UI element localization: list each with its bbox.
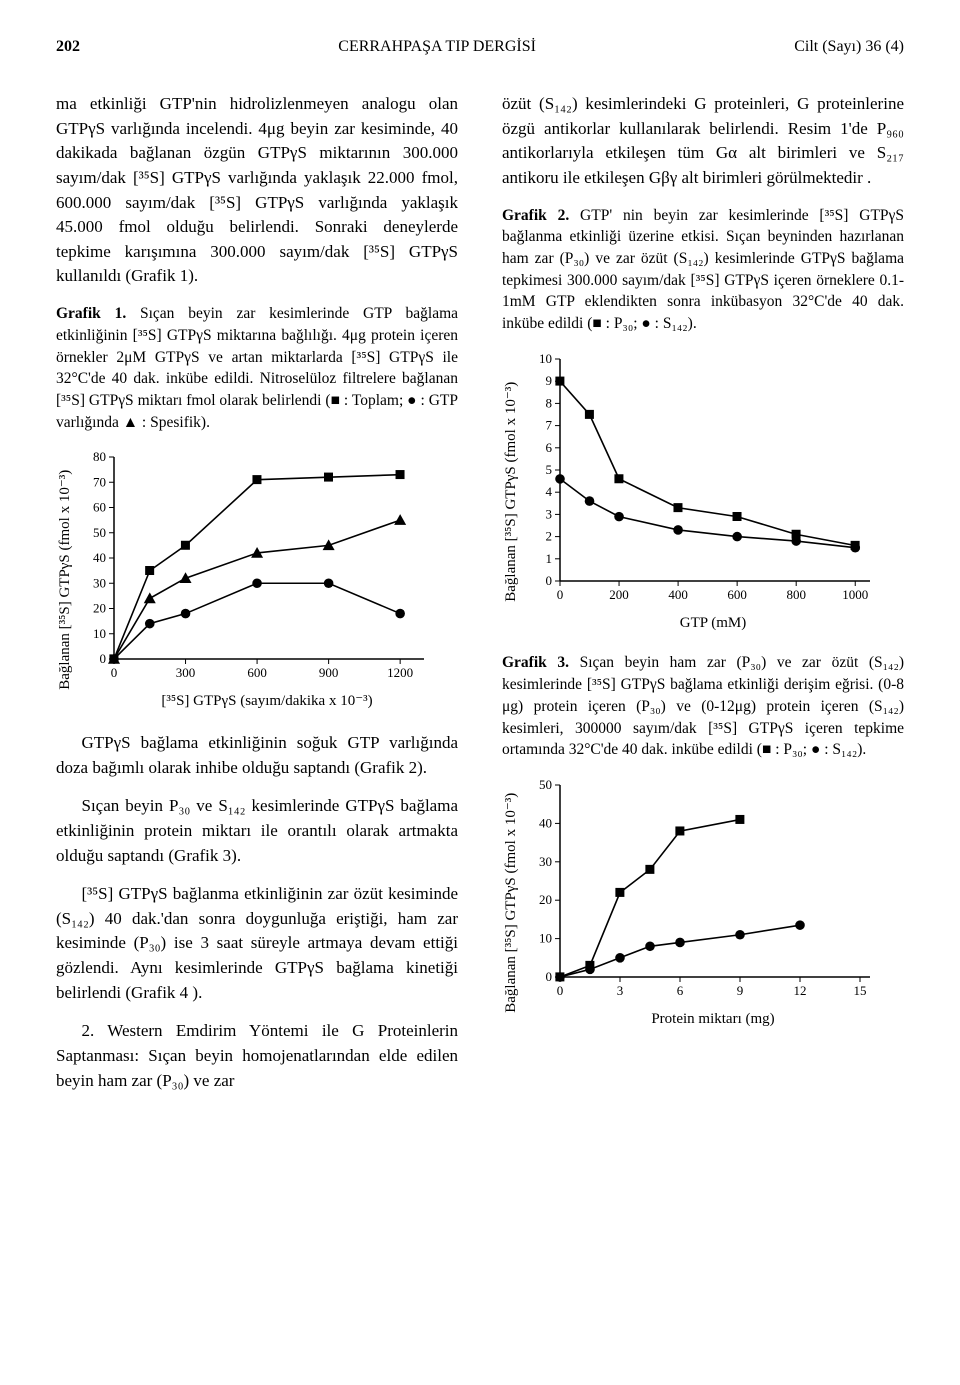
svg-text:12: 12: [794, 983, 807, 998]
svg-text:6: 6: [677, 983, 684, 998]
svg-text:7: 7: [546, 417, 553, 432]
two-column-layout: ma etkinliği GTP'nin hidrolizlenmeyen an…: [56, 92, 904, 1107]
svg-text:0: 0: [111, 665, 118, 680]
svg-text:900: 900: [319, 665, 339, 680]
left-column: ma etkinliği GTP'nin hidrolizlenmeyen an…: [56, 92, 458, 1107]
svg-text:0: 0: [546, 573, 553, 588]
svg-text:1: 1: [546, 550, 553, 565]
svg-text:70: 70: [93, 475, 106, 490]
svg-text:2: 2: [546, 528, 553, 543]
svg-text:0: 0: [557, 983, 564, 998]
left-para-1: ma etkinliği GTP'nin hidrolizlenmeyen an…: [56, 92, 458, 289]
grafik1-chart: Bağlanan [³⁵S] GTPγS (fmol x 10⁻³) 0 10 20…: [56, 447, 458, 713]
grafik3-caption: Grafik 3. Sıçan beyin ham zar (P₃₀) ve z…: [502, 652, 904, 760]
svg-text:6: 6: [546, 439, 553, 454]
right-column: özüt (S₁₄₂) kesimlerindeki G proteinleri…: [502, 92, 904, 1107]
grafik2-chart: Bağlanan [³⁵S] GTPγS (fmol x 10⁻³) 0 1 2 3 4…: [502, 349, 904, 635]
grafik1-caption: Grafik 1. Sıçan beyin zar kesimlerinde G…: [56, 303, 458, 433]
grafik2-xlabel: GTP (mM): [522, 613, 904, 635]
svg-text:50: 50: [539, 777, 552, 792]
page: 202 CERRAHPAŞA TIP DERGİSİ Cilt (Sayı) 3…: [0, 0, 960, 1147]
svg-text:8: 8: [546, 395, 553, 410]
svg-text:80: 80: [93, 449, 106, 464]
grafik3-xlabel: Protein miktarı (mg): [522, 1009, 904, 1031]
grafik3-chart: Bağlanan [³⁵S] GTPγS (fmol x 10⁻³) 0 10 20…: [502, 775, 904, 1031]
svg-text:40: 40: [93, 550, 106, 565]
svg-text:10: 10: [539, 351, 552, 366]
left-para-2: GTPγS bağlama etkinliğinin soğuk GTP var…: [56, 731, 458, 780]
svg-text:400: 400: [668, 587, 688, 602]
grafik3-svg: 0 10 20 30 40 50 0 3 6 9 12 15: [522, 775, 882, 1005]
svg-text:4: 4: [546, 484, 553, 499]
svg-text:600: 600: [247, 665, 266, 680]
grafik2-svg: 0 1 2 3 4 5 6 7 8 9 10 0 200 400 600 800 1000: [522, 349, 882, 609]
svg-text:9: 9: [737, 983, 744, 998]
svg-text:600: 600: [727, 587, 747, 602]
grafik3-ylabel: Bağlanan [³⁵S] GTPγS (fmol x 10⁻³): [502, 775, 522, 1031]
svg-text:20: 20: [539, 892, 552, 907]
grafik1-xlabel: [³⁵S] GTPγS (sayım/dakika x 10⁻³): [76, 691, 458, 713]
svg-text:40: 40: [539, 815, 552, 830]
grafik2-caption-text: GTP' nin beyin zar kesimlerinde [³⁵S] GT…: [502, 207, 904, 332]
svg-text:0: 0: [557, 587, 564, 602]
grafik2-ylabel: Bağlanan [³⁵S] GTPγS (fmol x 10⁻³): [502, 349, 522, 635]
left-para-3: Sıçan beyin P₃₀ ve S₁₄₂ kesimlerinde GTP…: [56, 794, 458, 868]
svg-text:1000: 1000: [842, 587, 868, 602]
svg-text:0: 0: [546, 969, 553, 984]
svg-text:800: 800: [786, 587, 806, 602]
svg-text:50: 50: [93, 525, 106, 540]
svg-text:5: 5: [546, 462, 553, 477]
svg-text:3: 3: [617, 983, 624, 998]
page-header: 202 CERRAHPAŞA TIP DERGİSİ Cilt (Sayı) 3…: [56, 38, 904, 56]
grafik1-caption-text: Sıçan beyin zar kesimlerinde GTP bağlama…: [56, 305, 458, 430]
grafik2-caption: Grafik 2. GTP' nin beyin zar kesimlerind…: [502, 205, 904, 335]
svg-text:15: 15: [854, 983, 867, 998]
svg-text:20: 20: [93, 601, 106, 616]
svg-text:10: 10: [93, 626, 106, 641]
svg-text:30: 30: [93, 576, 106, 591]
left-para-5: 2. Western Emdirim Yöntemi ile G Protein…: [56, 1019, 458, 1093]
svg-text:3: 3: [546, 506, 553, 521]
svg-text:10: 10: [539, 930, 552, 945]
svg-text:60: 60: [93, 500, 106, 515]
grafik1-svg: 0 10 20 30 40 50 60 70 80 0 300 600 900 1200: [76, 447, 436, 687]
journal-title: CERRAHPAŞA TIP DERGİSİ: [338, 38, 536, 56]
svg-text:300: 300: [176, 665, 196, 680]
svg-text:1200: 1200: [387, 665, 413, 680]
svg-text:200: 200: [609, 587, 629, 602]
svg-text:9: 9: [546, 373, 553, 388]
svg-text:30: 30: [539, 854, 552, 869]
page-number: 202: [56, 38, 80, 56]
left-para-4: [³⁵S] GTPγS bağlanma etkinliğinin zar öz…: [56, 882, 458, 1005]
svg-text:0: 0: [100, 651, 107, 666]
issue-info: Cilt (Sayı) 36 (4): [794, 38, 904, 56]
grafik1-ylabel: Bağlanan [³⁵S] GTPγS (fmol x 10⁻³): [56, 447, 76, 713]
right-para-1: özüt (S₁₄₂) kesimlerindeki G proteinleri…: [502, 92, 904, 191]
